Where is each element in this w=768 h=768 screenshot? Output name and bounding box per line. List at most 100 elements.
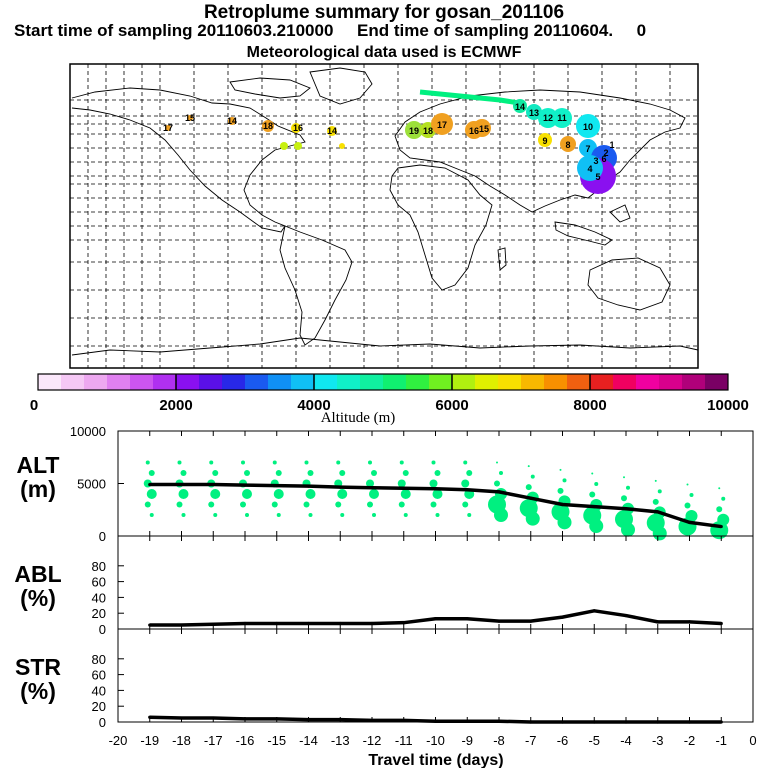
altitude-particle [399,460,404,465]
altitude-particle [461,479,470,488]
plume-day-label: 4 [587,164,592,174]
y-tick-label: 60 [92,668,106,683]
data-point [465,488,469,492]
x-tick-label: -2 [684,733,696,748]
y-tick-label: 60 [92,575,106,590]
altitude-particle [304,460,309,465]
colorbar-frame [37,373,729,391]
colorbar-swatch [682,374,706,390]
plume-day-label: 19 [409,126,419,136]
plume-marker [513,99,527,113]
colorbar-swatch [521,374,545,390]
altitude-particle [525,484,532,491]
altitude-particle [718,487,721,490]
x-tick-label: -15 [267,733,286,748]
altitude-particle [494,480,500,487]
altitude-particle [562,478,567,483]
x-tick-label: -4 [620,733,632,748]
altitude-particle [244,470,250,476]
plume-marker [294,142,302,150]
altitude-particle [240,501,246,508]
plume-marker [165,125,171,131]
altitude-particle [366,479,374,488]
altitude-particle [178,489,189,499]
y-tick-label: 10000 [70,424,106,439]
x-tick-label: -14 [299,733,318,748]
altitude-particle [271,501,278,508]
plume-day-label: 3 [593,156,598,166]
chart-title: Retroplume summary for gosan_201106 [203,2,565,23]
plume-marker [327,126,337,136]
data-point [211,716,215,720]
altitude-particle [403,513,408,517]
plume-day-label: 16 [469,126,479,136]
data-point [211,482,215,487]
colorbar-swatch [590,374,614,390]
altitude-particle [462,501,469,508]
data-point [402,621,406,625]
altitude-particle [369,489,379,499]
colorbar-swatch [314,374,338,390]
data-point [306,718,311,722]
altitude-particle [527,465,530,468]
y-tick-label: 80 [92,652,106,667]
colorbar-swatch [613,374,637,390]
altitude-particle [621,522,635,537]
data-point [179,623,184,627]
x-tick-label: -18 [172,733,191,748]
data-point [656,620,660,624]
panel-frame [117,628,754,723]
data-point [433,487,438,491]
x-tick-label: -17 [204,733,223,748]
x-tick-label: -20 [109,733,128,748]
data-point [687,520,692,524]
colorbar-tick: 8000 [573,397,606,414]
colorbar-swatch [475,374,499,390]
altitude-particle [305,489,316,499]
data-point [275,717,279,721]
plume-day-label: 10 [583,122,593,132]
plume-day-label: 17 [163,123,173,133]
data-point [497,719,501,723]
altitude-particle [466,470,473,476]
altitude-particle [559,468,562,471]
altitude-particle [435,513,440,517]
x-tick-label: -11 [395,733,413,748]
altitude-particle [242,489,252,499]
coastlines [71,67,699,356]
altitude-particle [146,489,157,499]
panel-yunit: (%) [20,678,56,704]
colorbar-swatch [498,374,522,390]
colorbar-swatch [107,374,131,390]
altitude-particle [467,513,472,517]
plume-day-label: 18 [263,121,273,131]
altitude-particle [496,461,498,464]
plume-marker [291,123,301,133]
altitude-particle [557,515,572,530]
plume-day-label: 16 [293,123,303,133]
y-tick-label: 0 [99,622,106,637]
altitude-particle [371,470,377,476]
x-tick-label: -19 [140,733,159,748]
colorbar-swatch [429,374,453,390]
plume-day-label: 8 [565,140,570,150]
x-tick-label: -9 [461,733,473,748]
x-tick-label: -5 [588,733,600,748]
colorbar-swatch [705,374,729,390]
data-point [306,484,311,488]
altitude-particle [335,501,342,508]
plume-day-label: 14 [515,102,525,112]
y-tick-label: 0 [99,529,106,544]
data-point [560,615,565,619]
panel-frame [117,535,754,630]
data-point [465,719,469,723]
data-point [338,485,342,489]
colorbar-swatch [544,374,568,390]
altitude-particle [210,489,221,499]
colorbar-swatch [337,374,361,390]
colorbar-tick: 0 [30,397,38,414]
altitude-particle [432,489,443,499]
colorbar-swatch [360,374,384,390]
altitude-particle [148,470,155,476]
